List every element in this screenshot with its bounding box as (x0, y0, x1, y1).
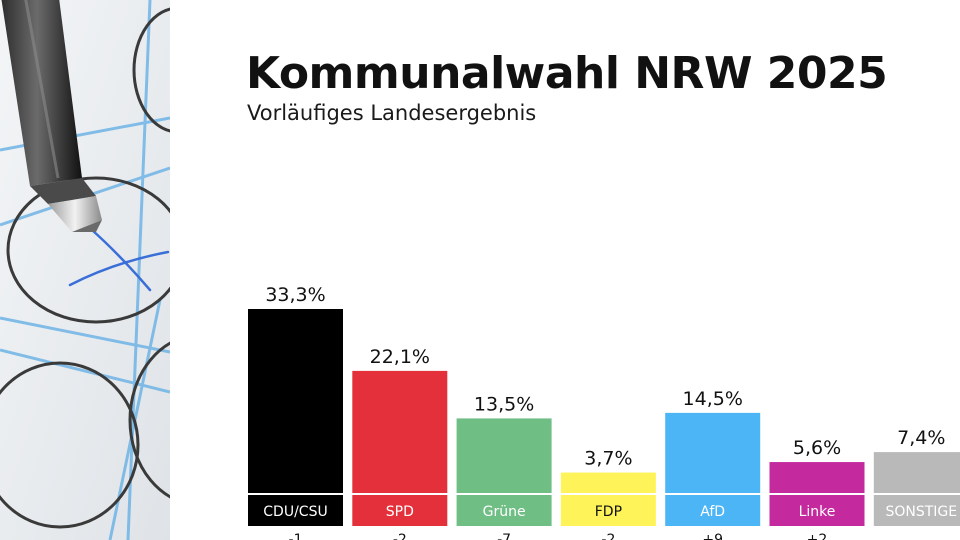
category-label-4: AfD (700, 504, 725, 520)
category-label-5: Linke (799, 504, 836, 520)
chart-title: Kommunalwahl NRW 2025 (246, 48, 888, 99)
category-label-box-5 (769, 495, 865, 526)
category-label-box-3 (560, 495, 656, 526)
bar-0 (248, 309, 343, 493)
change-label-4: +9 (702, 532, 723, 540)
value-label-6: 7,4% (897, 427, 945, 449)
chart-subtitle: Vorläufiges Landesergebnis (247, 101, 537, 125)
value-label-5: 5,6% (793, 437, 841, 459)
bar-6 (873, 452, 960, 493)
category-label-box-1 (352, 495, 448, 526)
category-label-1: SPD (386, 504, 414, 520)
change-label-1: -2 (393, 532, 407, 540)
value-label-0: 33,3% (265, 284, 325, 306)
value-label-1: 22,1% (370, 346, 430, 368)
category-label-box-2 (456, 495, 552, 526)
bar-5 (769, 462, 865, 493)
value-label-2: 13,5% (474, 393, 534, 415)
ballot-photo (0, 0, 170, 540)
category-label-3: FDP (595, 504, 622, 520)
change-label-0: -1 (289, 532, 303, 540)
bar-3 (560, 472, 656, 493)
bar-2 (456, 418, 552, 493)
category-label-2: Grüne (483, 504, 526, 520)
category-label-0: CDU/CSU (263, 504, 327, 520)
bar-4 (665, 412, 761, 493)
category-label-box-0 (248, 495, 343, 526)
bar-1 (352, 370, 448, 493)
value-label-4: 14,5% (683, 388, 743, 410)
change-label-5: +2 (807, 532, 828, 540)
change-label-2: -7 (497, 532, 511, 540)
category-label-box-4 (665, 495, 761, 526)
value-label-3: 3,7% (584, 448, 632, 470)
category-label-box-6 (873, 495, 960, 526)
change-label-3: -2 (601, 532, 615, 540)
category-label-6: SONSTIGE (885, 504, 957, 520)
